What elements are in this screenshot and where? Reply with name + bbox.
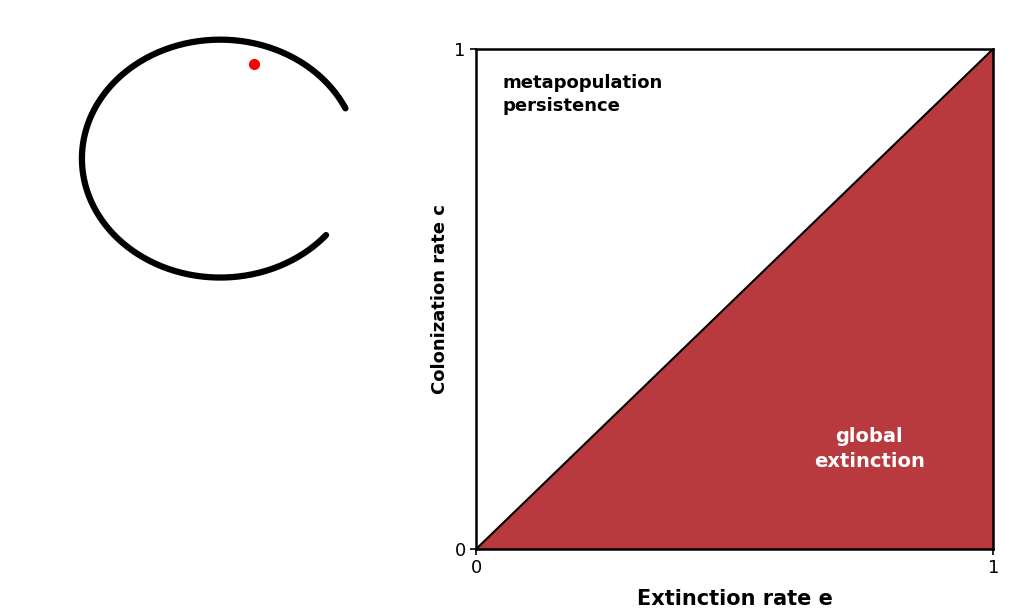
Text: metapopulation
persistence: metapopulation persistence bbox=[502, 74, 663, 115]
Y-axis label: Colonization rate c: Colonization rate c bbox=[431, 204, 449, 394]
Polygon shape bbox=[476, 49, 993, 549]
X-axis label: Extinction rate e: Extinction rate e bbox=[637, 589, 833, 609]
Text: global
extinction: global extinction bbox=[814, 427, 925, 471]
